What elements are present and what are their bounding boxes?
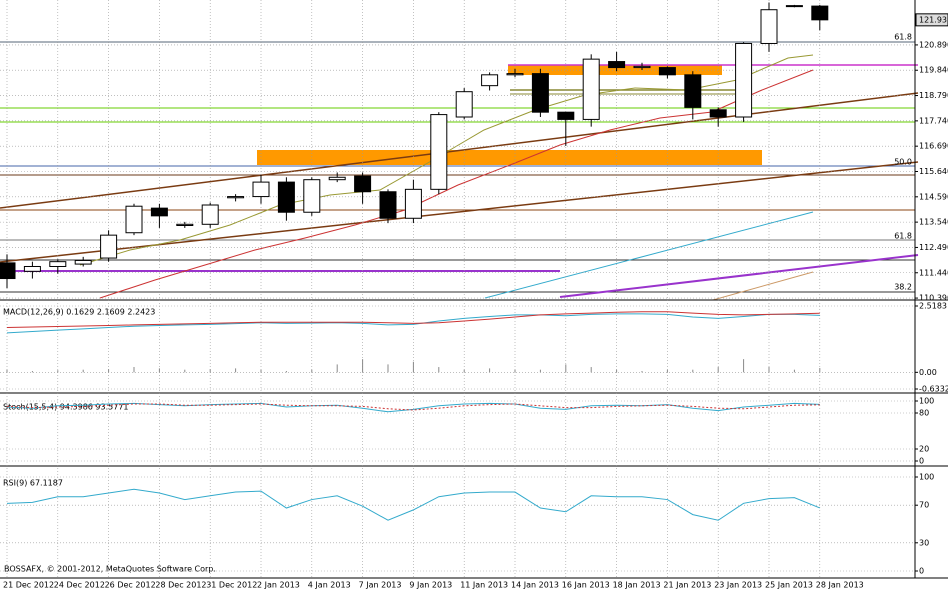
y-tick-label: 119.840 bbox=[919, 66, 948, 75]
x-tick-label: 31 Dec 2012 bbox=[206, 581, 257, 590]
candle-body bbox=[684, 74, 702, 108]
candle-body bbox=[379, 191, 397, 219]
candle-body bbox=[303, 179, 321, 213]
candle-body bbox=[0, 262, 16, 280]
y-tick-label: 110.390 bbox=[919, 294, 948, 303]
x-tick-label: 23 Jan 2013 bbox=[714, 581, 762, 590]
y-tick-label: 117.740 bbox=[919, 116, 948, 125]
trend-line bbox=[484, 211, 814, 299]
y-tick-label: 0.00 bbox=[919, 368, 937, 377]
candle-body bbox=[328, 176, 346, 181]
candle-body bbox=[227, 196, 245, 199]
y-tick-label: 30 bbox=[919, 538, 929, 547]
moving-average bbox=[79, 54, 814, 266]
y-tick-label: 20 bbox=[919, 445, 929, 454]
y-tick-label: 111.440 bbox=[919, 268, 948, 277]
indicator-line bbox=[6, 311, 820, 329]
y-tick-label: 116.690 bbox=[919, 142, 948, 151]
candle-body bbox=[125, 205, 143, 234]
indicator-line bbox=[6, 313, 820, 334]
frame bbox=[0, 0, 948, 579]
x-tick-label: 14 Jan 2013 bbox=[511, 581, 559, 590]
candle-body bbox=[430, 114, 448, 190]
candle-body bbox=[404, 188, 422, 219]
candle-body bbox=[557, 111, 575, 120]
y-tick-label: 100 bbox=[919, 473, 934, 482]
y-tick-label: 120.890 bbox=[919, 40, 948, 49]
x-tick-label: 21 Jan 2013 bbox=[663, 581, 711, 590]
y-tick-label: 100 bbox=[919, 397, 934, 406]
candle-body bbox=[23, 265, 41, 272]
watermark: BOSSAFX, © 2001-2012, MetaQuotes Softwar… bbox=[4, 565, 216, 574]
y-tick-label: 115.640 bbox=[919, 167, 948, 176]
panel-title: MACD(12,26,9) 0.1629 2.1609 2.2423 bbox=[3, 308, 155, 317]
y-tick-label: 112.490 bbox=[919, 243, 948, 252]
zone bbox=[257, 150, 762, 165]
moving-average bbox=[99, 69, 814, 299]
x-tick-label: 25 Jan 2013 bbox=[765, 581, 813, 590]
x-tick-label: 28 Jan 2013 bbox=[816, 581, 864, 590]
x-tick-label: 7 Jan 2013 bbox=[359, 581, 402, 590]
trend-line bbox=[0, 92, 919, 209]
current-price-label: 121.930 bbox=[919, 15, 948, 24]
x-tick-label: 11 Jan 2013 bbox=[460, 581, 508, 590]
y-tick-label: 2.5183 bbox=[919, 302, 947, 311]
candle-body bbox=[582, 58, 600, 120]
candle-body bbox=[176, 223, 194, 226]
indicator-line bbox=[6, 488, 820, 521]
candle-body bbox=[354, 175, 372, 193]
drawings bbox=[0, 41, 919, 301]
candle-body bbox=[506, 73, 524, 76]
candle-body bbox=[277, 181, 295, 213]
candle-body bbox=[735, 42, 753, 118]
x-tick-label: 24 Dec 2012 bbox=[54, 581, 105, 590]
y-tick-label: -0.6332 bbox=[919, 385, 948, 394]
x-tick-label: 28 Dec 2012 bbox=[155, 581, 206, 590]
y-tick-label: 113.540 bbox=[919, 218, 948, 227]
candle-body bbox=[709, 109, 727, 118]
current-price-box bbox=[915, 13, 948, 27]
candle-body bbox=[455, 91, 473, 118]
trend-line bbox=[559, 254, 919, 298]
candle-body bbox=[74, 259, 92, 265]
y-tick-label: 114.590 bbox=[919, 192, 948, 201]
fib-label: 38.2 bbox=[894, 283, 912, 292]
candle-body bbox=[252, 181, 270, 198]
x-tick-label: 4 Jan 2013 bbox=[308, 581, 351, 590]
fib-label: 61.8 bbox=[894, 232, 912, 241]
candle-body bbox=[531, 73, 549, 113]
indicator-line bbox=[6, 402, 820, 413]
panel-title: Stoch(15,5,4) 94.3986 93.5771 bbox=[3, 403, 129, 412]
x-tick-label: 26 Dec 2012 bbox=[105, 581, 156, 590]
y-tick-label: 0 bbox=[919, 457, 924, 466]
candle-body bbox=[100, 234, 118, 259]
candle-body bbox=[201, 204, 219, 225]
y-tick-label: 80 bbox=[919, 409, 929, 418]
candle-body bbox=[150, 207, 168, 217]
x-tick-label: 2 Jan 2013 bbox=[257, 581, 300, 590]
trend-line bbox=[712, 271, 814, 301]
y-tick-label: 70 bbox=[919, 501, 929, 510]
x-tick-label: 16 Jan 2013 bbox=[562, 581, 610, 590]
candle-body bbox=[811, 5, 829, 21]
panel-title: RSI(9) 67.1187 bbox=[3, 479, 63, 488]
candle-body bbox=[633, 65, 651, 69]
fib-label: 50.0 bbox=[894, 158, 912, 167]
y-tick-label: 118.790 bbox=[919, 91, 948, 100]
candle-body bbox=[658, 67, 676, 76]
y-tick-label: 0 bbox=[919, 567, 924, 576]
x-tick-label: 18 Jan 2013 bbox=[613, 581, 661, 590]
candle-body bbox=[760, 9, 778, 44]
candle-body bbox=[481, 74, 499, 87]
fib-label: 61.8 bbox=[894, 33, 912, 42]
x-tick-label: 21 Dec 2012 bbox=[3, 581, 54, 590]
candle-body bbox=[49, 261, 67, 267]
candle-body bbox=[785, 5, 803, 8]
x-tick-label: 9 Jan 2013 bbox=[409, 581, 452, 590]
candle-body bbox=[608, 61, 626, 69]
